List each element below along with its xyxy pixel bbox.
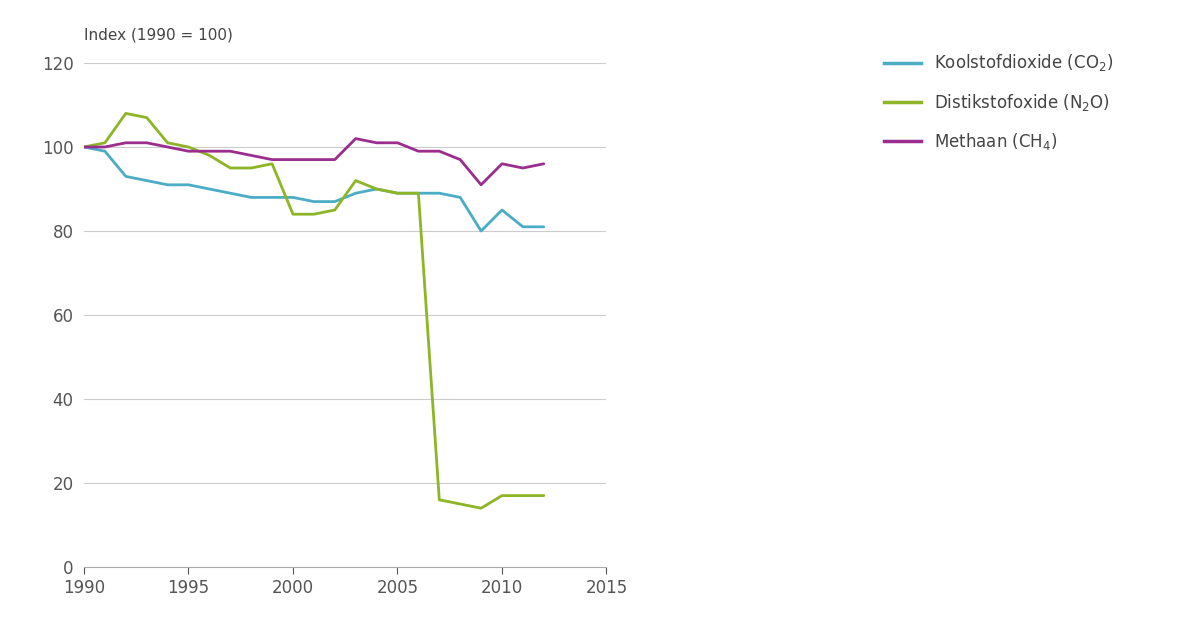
Legend: Koolstofdioxide (CO$_2$), Distikstofoxide (N$_2$O), Methaan (CH$_4$): Koolstofdioxide (CO$_2$), Distikstofoxid…: [884, 52, 1114, 152]
Text: Index (1990 = 100): Index (1990 = 100): [84, 28, 233, 43]
